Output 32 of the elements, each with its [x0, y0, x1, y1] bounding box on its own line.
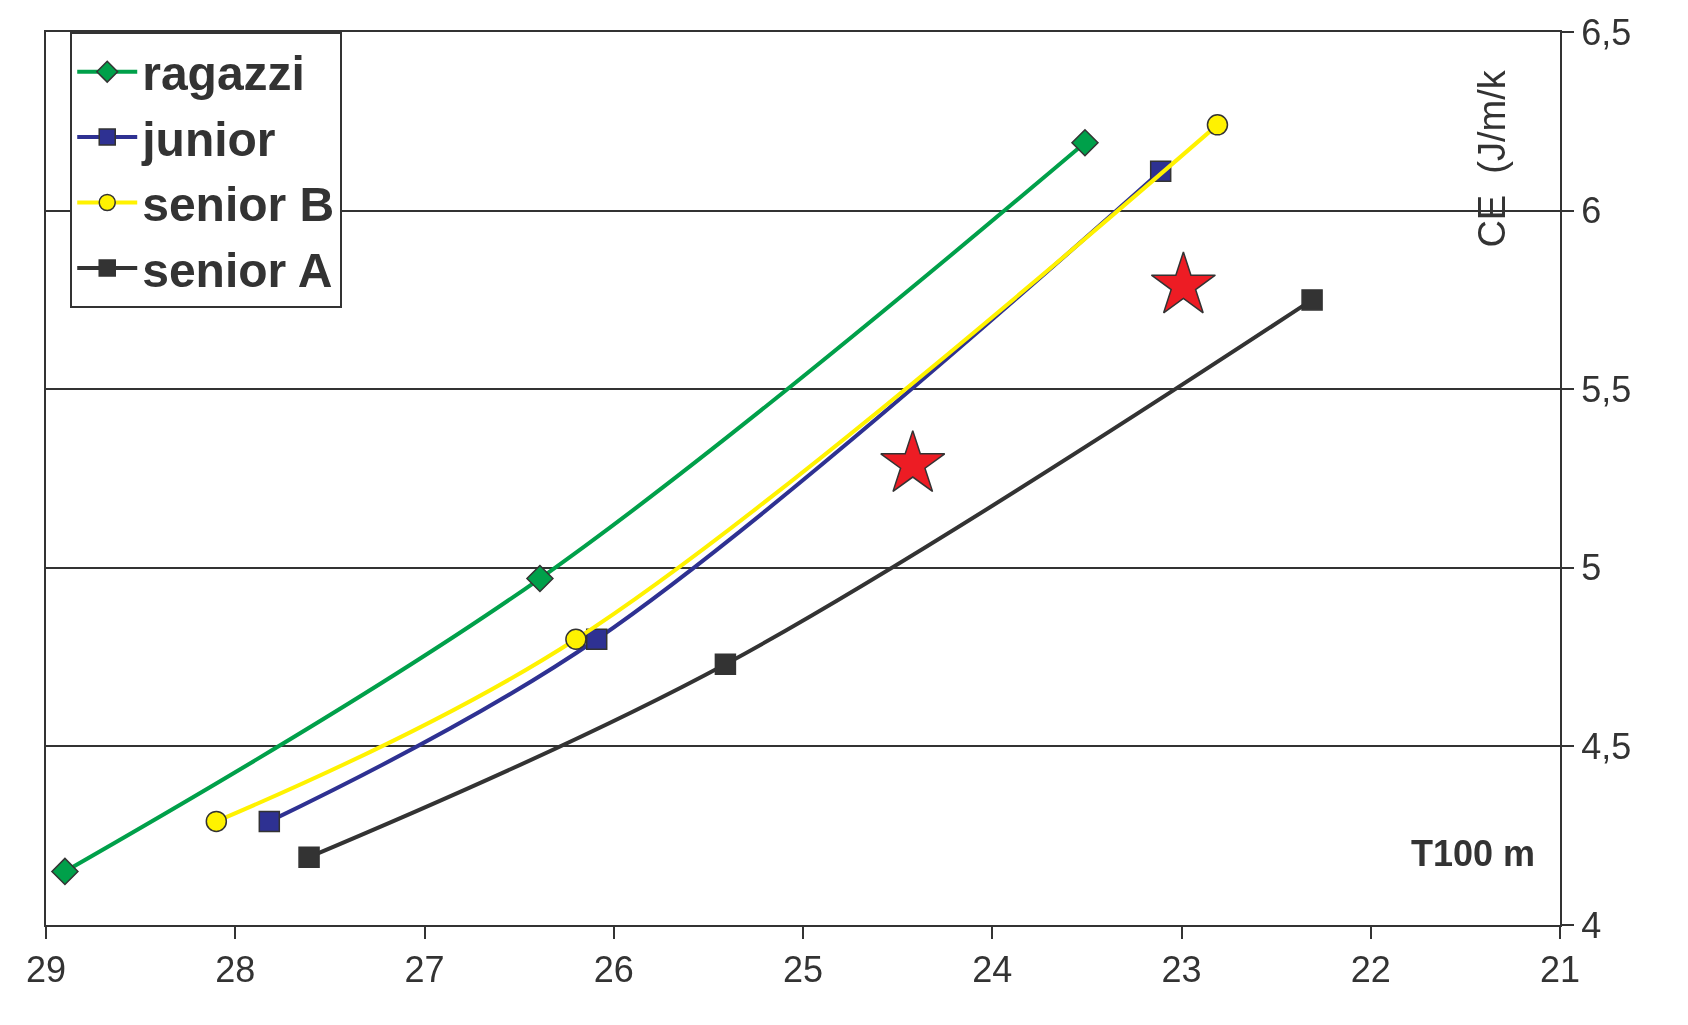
- point: [1071, 128, 1099, 157]
- point: [1206, 114, 1229, 136]
- point: [714, 653, 737, 675]
- point: [565, 628, 587, 650]
- x-tick-label: 22: [1350, 949, 1391, 991]
- x-tick-label: 29: [25, 949, 67, 991]
- x-tick-label: 24: [972, 949, 1013, 991]
- point: [51, 857, 79, 886]
- point: [258, 810, 281, 833]
- point: [526, 564, 554, 593]
- x-tick-label: 21: [1539, 949, 1581, 991]
- point: [298, 846, 320, 868]
- x-tick-label: 26: [593, 949, 634, 991]
- x-tick-label: 28: [215, 949, 256, 991]
- point: [205, 810, 228, 833]
- y-tick-label: 6,5: [1581, 11, 1632, 53]
- legend-label: ragazzi: [142, 47, 305, 101]
- x-tick-label: 25: [782, 949, 824, 991]
- x-axis-title: T100 m: [1411, 833, 1536, 874]
- y-tick-label: 5,5: [1581, 368, 1632, 410]
- y-tick-label: 4,5: [1581, 726, 1632, 767]
- x-tick-label: 27: [404, 949, 445, 991]
- legend-label: senior B: [142, 178, 335, 232]
- y-tick-label: 4: [1581, 904, 1602, 946]
- point: [1301, 289, 1323, 311]
- x-tick-label: 23: [1161, 949, 1202, 991]
- y-tick-label: 6: [1581, 190, 1602, 232]
- y-axis-title: CE (J/m/k: [1471, 69, 1514, 248]
- y-tick-label: 5: [1581, 547, 1602, 589]
- legend-label: senior A: [142, 243, 333, 297]
- legend-label: junior: [141, 112, 276, 166]
- point: [585, 628, 608, 650]
